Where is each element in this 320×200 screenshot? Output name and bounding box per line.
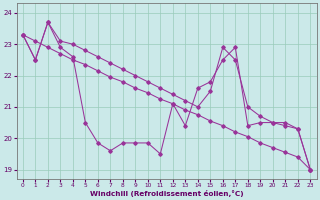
X-axis label: Windchill (Refroidissement éolien,°C): Windchill (Refroidissement éolien,°C): [90, 190, 244, 197]
